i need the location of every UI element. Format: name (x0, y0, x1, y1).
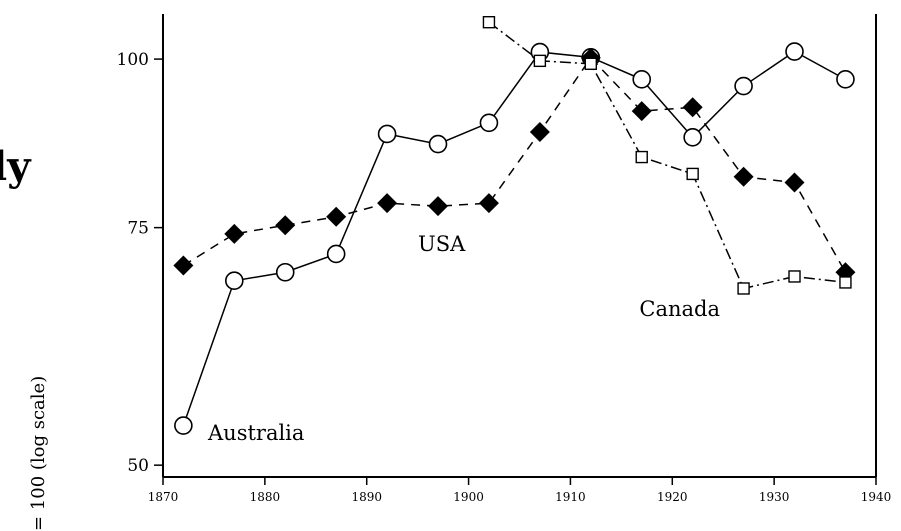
x-tick-label: 1880 (250, 490, 281, 504)
data-point-circle (479, 113, 499, 133)
data-point-diamond (631, 101, 652, 122)
series-label-usa: USA (418, 232, 466, 256)
x-tick-label: 1940 (861, 490, 892, 504)
data-point-square (839, 276, 852, 289)
series-canada (482, 15, 852, 295)
x-tick-label: 1920 (657, 490, 688, 504)
y-tick-label: 100 (117, 50, 149, 70)
data-point-square (482, 15, 496, 29)
data-point-circle (683, 128, 702, 147)
data-point-diamond (275, 215, 296, 236)
data-point-diamond (784, 172, 805, 193)
data-point-circle (174, 416, 193, 435)
x-tick-label: 1910 (555, 490, 586, 504)
series-label-canada: Canada (639, 297, 720, 321)
series-australia (174, 42, 855, 435)
data-point-circle (785, 42, 804, 61)
data-point-diamond (733, 166, 754, 187)
cut-off-text: ly (0, 143, 32, 190)
data-point-square (533, 54, 547, 68)
data-point-circle (836, 70, 855, 89)
series-label-australia: Australia (207, 421, 304, 445)
data-point-circle (632, 70, 652, 89)
data-point-diamond (478, 193, 499, 214)
data-point-square (737, 282, 750, 295)
data-point-diamond (377, 193, 398, 214)
data-point-square (788, 270, 801, 283)
data-point-circle (377, 124, 397, 144)
data-point-circle (275, 262, 295, 282)
y-axis-label: = 100 (log scale) (28, 376, 49, 531)
data-point-diamond (428, 196, 449, 217)
series-line-australia (182, 50, 846, 426)
data-point-circle (428, 134, 448, 154)
data-point-circle (326, 244, 346, 264)
axes: 1870 1880 1890 1900 1910 1920 1930 1940 50 75 100 (117, 14, 892, 504)
x-tick-label: 1900 (453, 490, 484, 504)
y-tick-label: 50 (127, 456, 149, 476)
series-labels: Australia USA Canada (207, 232, 720, 445)
x-tick-label: 1930 (759, 490, 790, 504)
data-point-diamond (529, 121, 550, 142)
series-usa (173, 47, 856, 283)
data-point-diamond (224, 223, 245, 244)
x-tick-label: 1870 (148, 490, 179, 504)
data-point-square (584, 57, 597, 70)
data-point-diamond (326, 206, 347, 227)
data-point-square (635, 150, 648, 164)
data-point-square (686, 167, 699, 181)
y-tick-label: 75 (127, 219, 149, 239)
series-line-canada (488, 21, 846, 290)
data-point-diamond (682, 97, 703, 118)
x-tick-label: 1890 (351, 490, 382, 504)
data-point-circle (734, 76, 753, 96)
data-point-diamond (173, 255, 194, 276)
series-layer (173, 15, 856, 435)
data-point-circle (225, 271, 244, 291)
